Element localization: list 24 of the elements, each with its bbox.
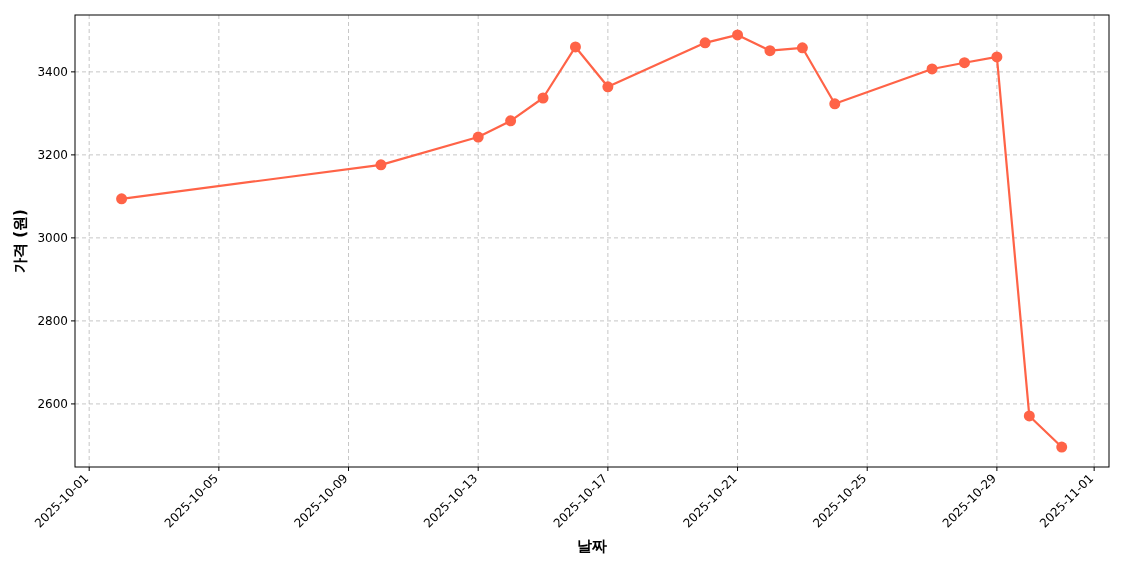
point bbox=[375, 159, 387, 171]
point bbox=[699, 37, 711, 49]
y-tick-label: 2800 bbox=[37, 313, 68, 328]
point bbox=[569, 41, 581, 53]
y-tick-label: 3400 bbox=[37, 64, 68, 79]
point bbox=[732, 29, 744, 41]
y-tick-label: 2600 bbox=[37, 396, 68, 411]
point bbox=[602, 81, 614, 93]
y-axis-title: 가격 (원) bbox=[11, 209, 29, 273]
point bbox=[764, 45, 776, 57]
point bbox=[537, 92, 549, 104]
point bbox=[1056, 441, 1068, 453]
point bbox=[926, 63, 938, 75]
point bbox=[472, 131, 484, 143]
point bbox=[796, 42, 808, 54]
y-tick-label: 3200 bbox=[37, 147, 68, 162]
point bbox=[505, 115, 517, 127]
point bbox=[829, 98, 841, 110]
x-axis-title: 날짜 bbox=[577, 537, 607, 555]
y-tick-label: 3000 bbox=[37, 230, 68, 245]
point bbox=[116, 193, 128, 205]
point bbox=[958, 57, 970, 69]
point bbox=[1023, 410, 1035, 422]
point bbox=[991, 51, 1003, 63]
